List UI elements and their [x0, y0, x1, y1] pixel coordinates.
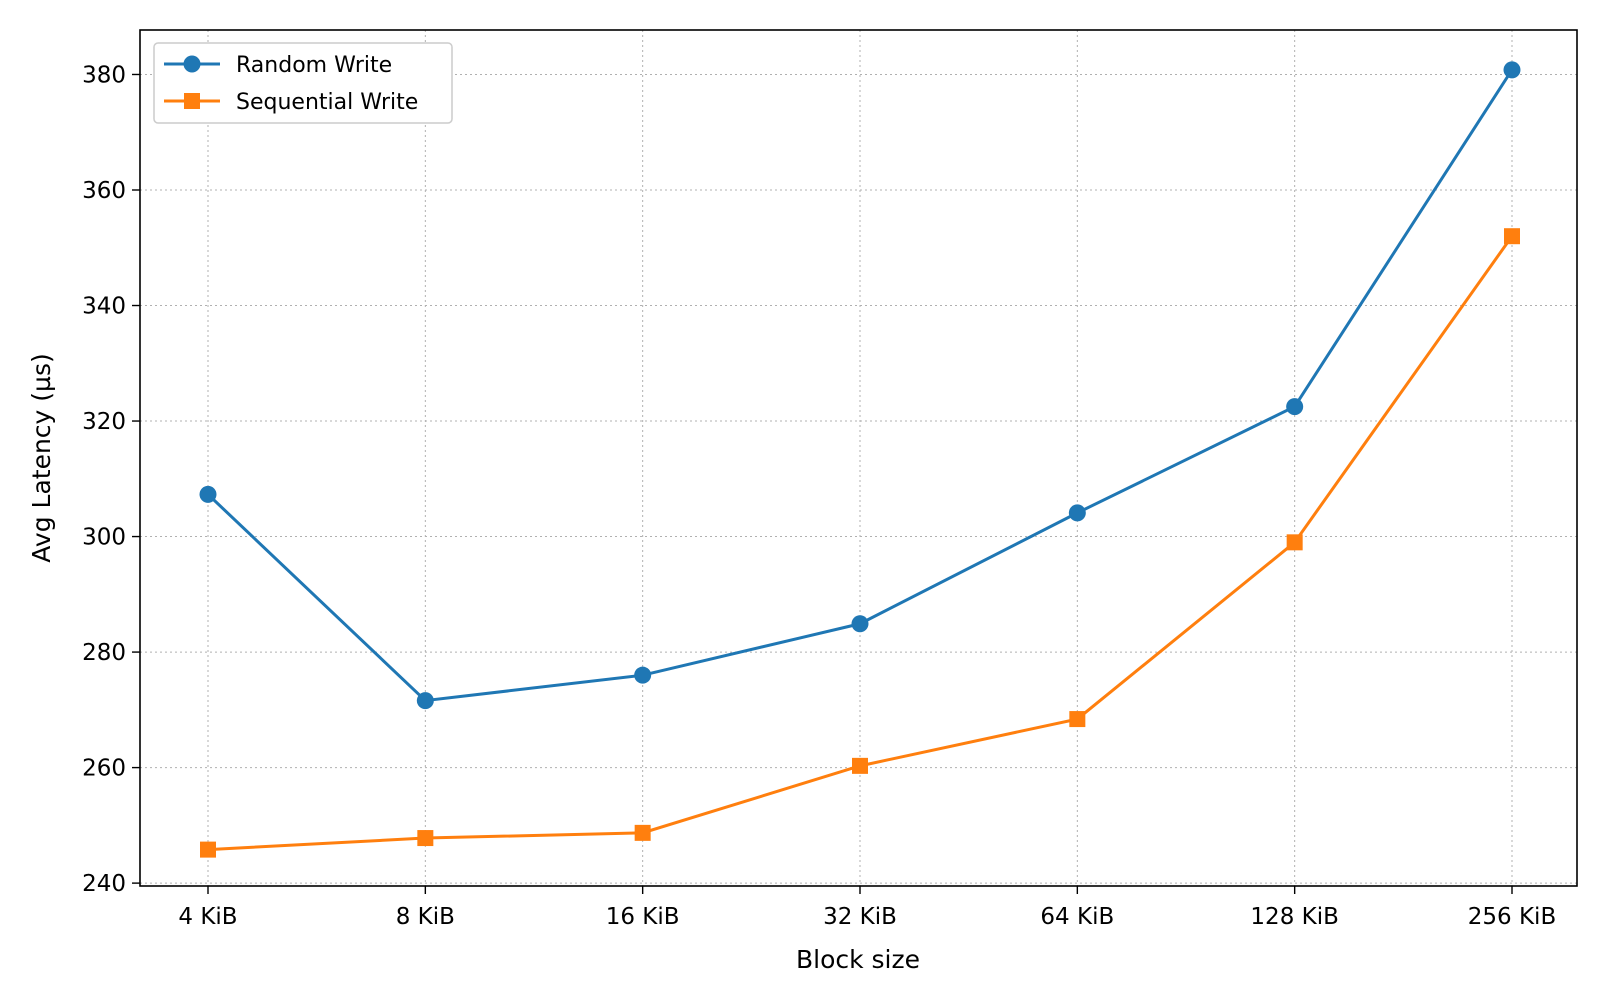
x-tick-label: 64 KiB: [1040, 904, 1114, 930]
x-tick-label: 4 KiB: [178, 904, 237, 930]
x-axis-label: Block size: [796, 945, 920, 974]
y-axis-ticks: 240 260 280 300 320 340 360 380: [82, 62, 140, 897]
y-tick-label: 280: [82, 640, 126, 666]
legend: Random Write Sequential Write: [153, 42, 453, 124]
series-sequential-write: [200, 228, 1520, 858]
legend-marker-circle: [183, 55, 201, 73]
y-tick-label: 260: [82, 756, 126, 782]
data-point-square: [1504, 228, 1520, 245]
y-axis-label: Avg Latency (µs): [27, 353, 56, 562]
data-point-circle: [1068, 504, 1086, 522]
plot-frame: [139, 29, 1578, 887]
x-tick-label: 8 KiB: [396, 904, 455, 930]
data-point-circle: [416, 692, 434, 710]
data-point-circle: [634, 666, 652, 684]
legend-box: [153, 42, 453, 124]
y-tick-label: 300: [82, 525, 126, 551]
data-point-square: [1069, 711, 1086, 728]
data-point-circle: [1286, 398, 1304, 416]
y-tick-label: 340: [82, 294, 126, 320]
y-tick-label: 360: [82, 178, 126, 204]
x-tick-label: 256 KiB: [1468, 904, 1556, 930]
data-point-square: [1286, 534, 1303, 551]
data-point-circle: [1503, 61, 1521, 79]
series-layer: [199, 61, 1521, 858]
data-point-circle: [851, 615, 869, 633]
y-tick-label: 380: [82, 62, 126, 88]
data-point-square: [634, 824, 651, 841]
data-point-square: [417, 830, 434, 847]
y-tick-label: 240: [82, 871, 126, 897]
plot-background: [140, 30, 1577, 886]
legend-entry: Sequential Write: [164, 90, 418, 115]
x-tick-label: 32 KiB: [823, 904, 897, 930]
data-point-square: [852, 757, 868, 774]
legend-entry: Random Write: [164, 53, 392, 78]
y-tick-label: 320: [82, 409, 126, 435]
data-point-circle: [199, 485, 217, 503]
legend-label: Sequential Write: [236, 90, 418, 115]
legend-label: Random Write: [236, 53, 392, 78]
x-axis-ticks: 4 KiB 8 KiB 16 KiB 32 KiB 64 KiB 128 KiB 256 K…: [178, 886, 1556, 930]
series-random-write: [199, 61, 1521, 710]
legend-marker-square: [184, 93, 200, 109]
x-tick-label: 128 KiB: [1250, 904, 1338, 930]
x-tick-label: 16 KiB: [606, 904, 680, 930]
data-point-square: [200, 841, 216, 858]
